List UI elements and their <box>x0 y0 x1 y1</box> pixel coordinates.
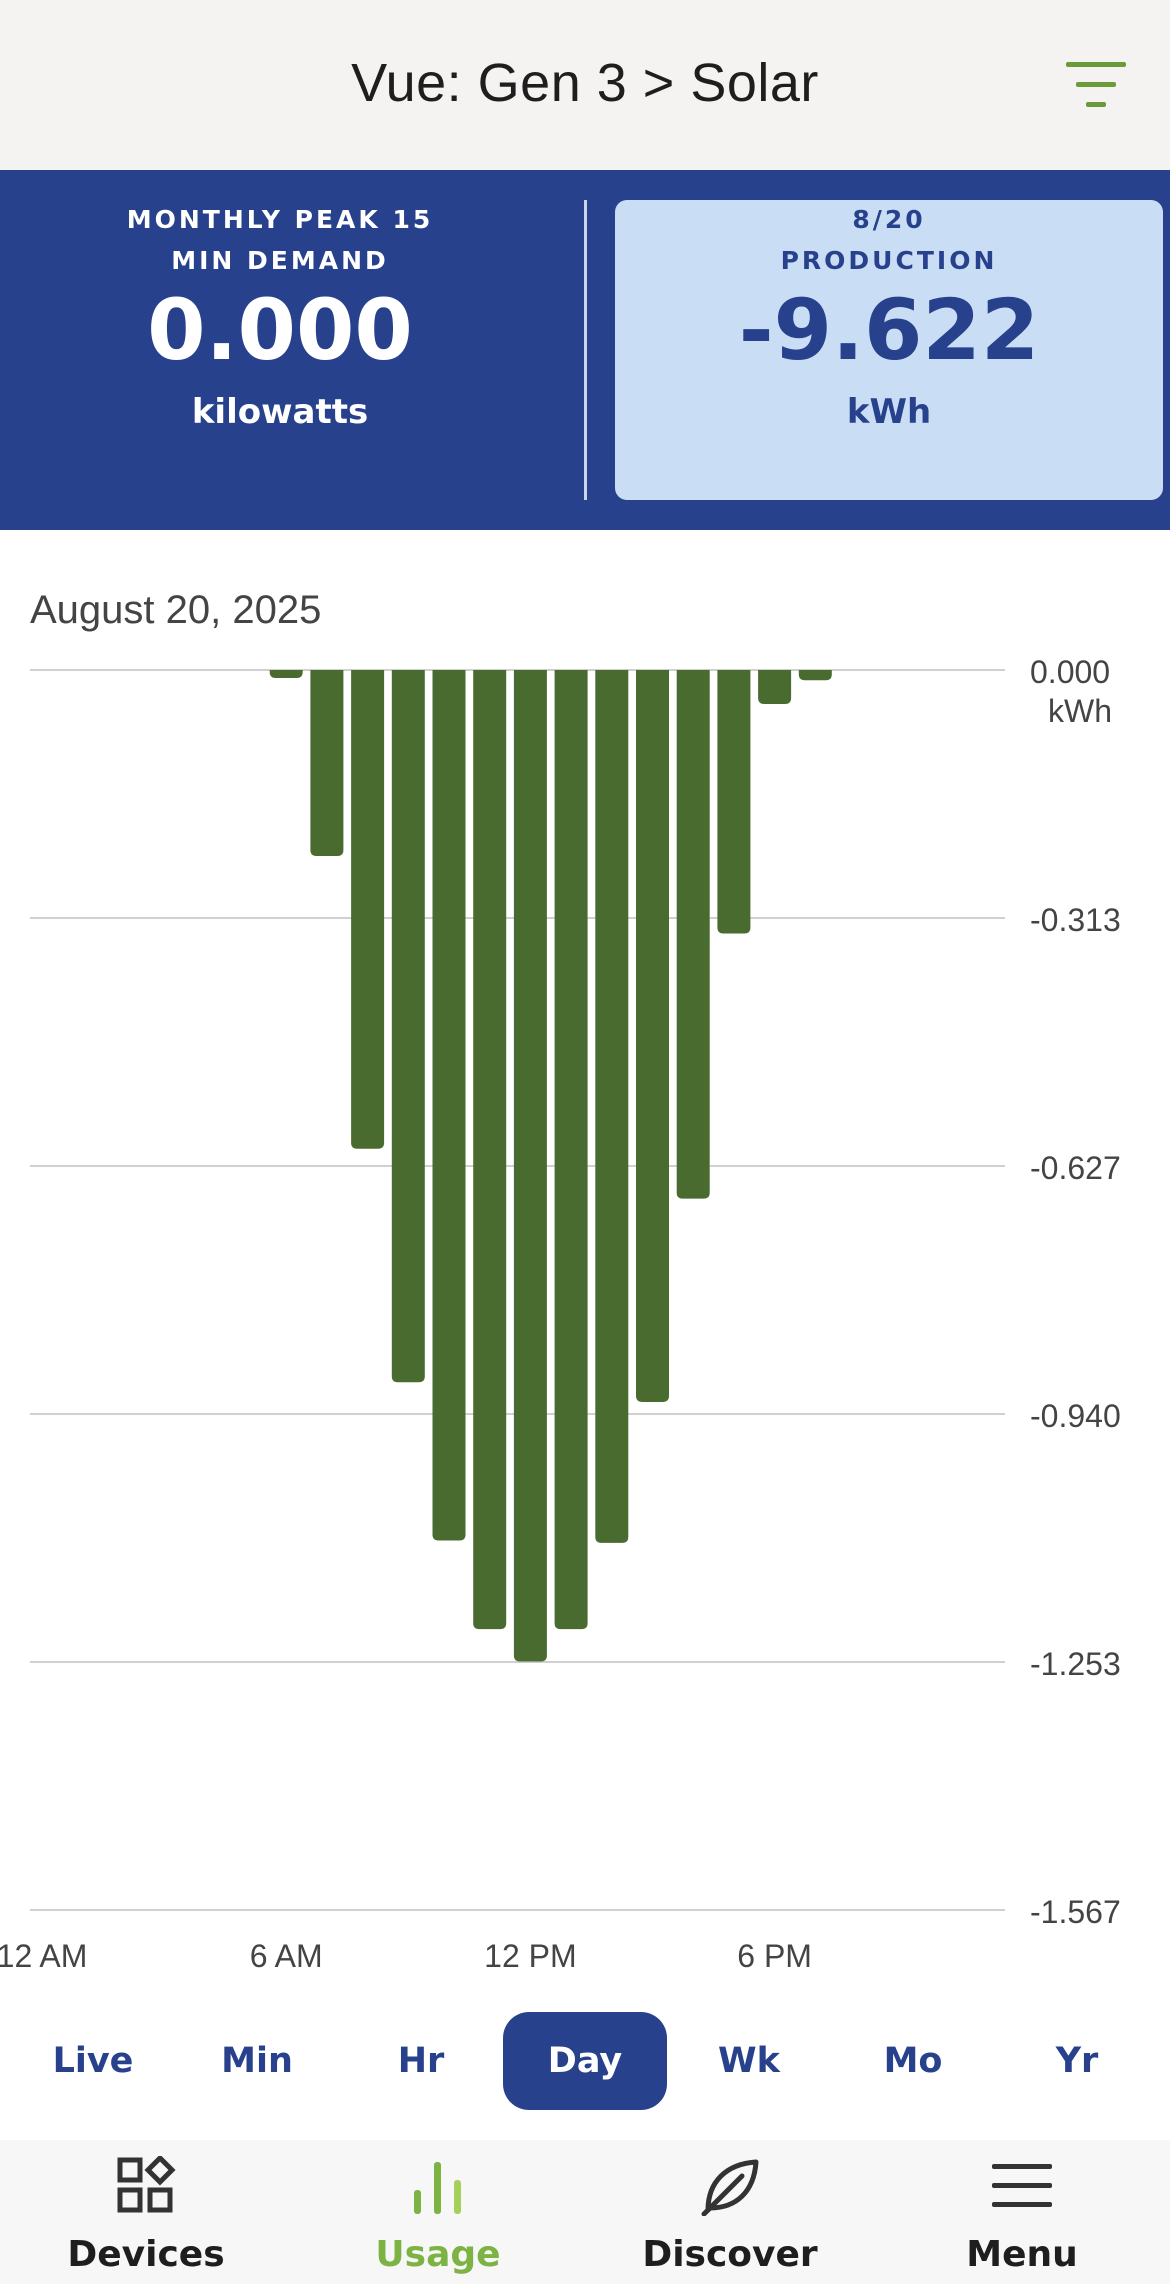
chart-bar <box>636 670 669 1402</box>
nav-usage[interactable]: Usage <box>292 2140 584 2284</box>
chart-date-label: August 20, 2025 <box>30 588 322 632</box>
peak-demand-unit: kilowatts <box>191 392 369 432</box>
range-mo-button[interactable]: Mo <box>883 2041 943 2081</box>
production-unit: kWh <box>846 392 932 432</box>
peak-demand-value: 0.000 <box>147 281 413 379</box>
y-tick-label: 0.000 <box>1030 654 1110 690</box>
nav-menu[interactable]: Menu <box>876 2140 1168 2284</box>
chart-bar <box>432 670 466 1541</box>
hamburger-menu-icon <box>992 2164 1052 2207</box>
y-tick-label: -1.567 <box>1030 1894 1121 1930</box>
range-yr-button[interactable]: Yr <box>1055 2041 1099 2081</box>
nav-discover-label: Discover <box>642 2234 818 2275</box>
chart-bar <box>758 670 792 705</box>
range-live-button[interactable]: Live <box>52 2041 134 2081</box>
range-day-button[interactable]: Day <box>503 2012 667 2110</box>
chart-bar <box>717 670 751 934</box>
summary-panel: MONTHLY PEAK 15 MIN DEMAND 0.000 kilowat… <box>0 170 1170 530</box>
production-value: -9.622 <box>738 281 1040 379</box>
peak-demand-label-2: MIN DEMAND <box>171 246 389 275</box>
nav-discover[interactable]: Discover <box>584 2140 876 2284</box>
summary-divider <box>584 200 587 500</box>
production-date-label: 8/20 <box>852 205 926 234</box>
nav-devices-label: Devices <box>67 2234 225 2275</box>
production-label: PRODUCTION <box>780 246 998 275</box>
usage-bar-chart[interactable]: 0.000 -0.313 -0.627 -0.940 -1.253 -1.567 kWh 12… <box>0 640 1170 1980</box>
peak-demand-label-1: MONTHLY PEAK 15 <box>126 205 434 234</box>
x-tick-label: 12 PM <box>484 1938 576 1974</box>
y-tick-label: -1.253 <box>1030 1646 1121 1682</box>
page-title: Vue: Gen 3 > Solar <box>351 53 819 113</box>
peak-demand-card[interactable]: MONTHLY PEAK 15 MIN DEMAND 0.000 kilowat… <box>0 200 560 500</box>
chart-bar <box>554 670 588 1630</box>
x-tick-label: 12 AM <box>0 1938 87 1974</box>
bottom-navigation: Devices Usage Discover Menu <box>0 2140 1170 2284</box>
nav-usage-label: Usage <box>375 2234 501 2275</box>
chart-bar <box>473 670 507 1630</box>
y-tick-label: -0.313 <box>1030 902 1121 938</box>
nav-devices[interactable]: Devices <box>0 2140 292 2284</box>
chart-bar <box>310 670 344 856</box>
x-tick-label: 6 AM <box>250 1938 323 1974</box>
chart-bar <box>391 670 425 1383</box>
range-min-button[interactable]: Min <box>221 2041 293 2081</box>
time-range-selector: Live Min Hr Day Wk Mo Yr <box>0 2010 1170 2110</box>
chart-bar <box>676 670 710 1199</box>
devices-grid-icon <box>117 2156 176 2213</box>
chart-bar <box>513 670 547 1662</box>
y-tick-label: -0.940 <box>1030 1398 1121 1434</box>
chart-bar <box>798 670 832 681</box>
y-tick-label: -0.627 <box>1030 1150 1121 1186</box>
production-card[interactable]: 8/20 PRODUCTION -9.622 kWh <box>615 200 1163 500</box>
leaf-icon <box>701 2159 759 2216</box>
y-unit-label: kWh <box>1048 693 1112 729</box>
chart-bar <box>351 670 385 1149</box>
usage-bars-icon <box>414 2162 461 2214</box>
x-tick-label: 6 PM <box>737 1938 812 1974</box>
range-hr-button[interactable]: Hr <box>397 2041 445 2081</box>
chart-bar <box>269 670 303 678</box>
range-wk-button[interactable]: Wk <box>718 2041 780 2081</box>
filter-lines-icon[interactable] <box>1064 60 1128 112</box>
nav-menu-label: Menu <box>966 2234 1078 2275</box>
chart-bar <box>595 670 629 1543</box>
app-header: Vue: Gen 3 > Solar <box>0 0 1170 170</box>
